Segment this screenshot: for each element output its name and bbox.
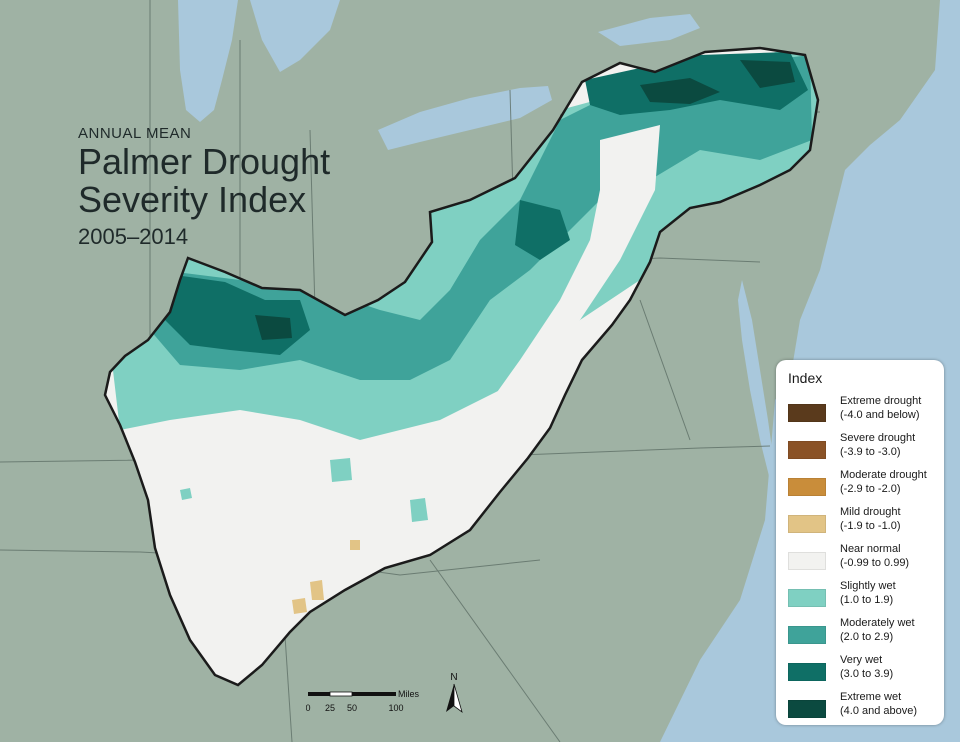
legend-range: (-1.9 to -1.0) — [840, 520, 901, 532]
lake-michigan — [178, 0, 238, 122]
legend-range: (3.0 to 3.9) — [840, 668, 894, 680]
legend-item: Slightly wet (1.0 to 1.9) — [788, 579, 932, 616]
scale-unit: Miles — [398, 690, 420, 699]
north-label: N — [450, 672, 457, 683]
legend-swatch — [788, 626, 826, 644]
legend-swatch — [788, 404, 826, 422]
legend-swatch — [788, 589, 826, 607]
legend-label: Very wet — [840, 654, 883, 666]
lake-erie — [378, 86, 552, 150]
scale-tick-0: 0 — [306, 703, 311, 713]
north-arrow-right — [453, 683, 463, 714]
legend-swatch — [788, 700, 826, 718]
scale-tick-25: 25 — [325, 703, 335, 713]
legend-label: Extreme drought — [840, 395, 922, 407]
title-line-1: Palmer Drought — [78, 141, 331, 182]
legend-swatch — [788, 663, 826, 681]
legend-text: Moderate drought (-2.9 to -2.0) — [840, 468, 927, 496]
legend-text: Severe drought (-3.9 to -3.0) — [840, 431, 915, 459]
legend-item: Moderate drought (-2.9 to -2.0) — [788, 468, 932, 505]
legend-item: Severe drought (-3.9 to -3.0) — [788, 431, 932, 468]
legend-swatch — [788, 515, 826, 533]
lake-huron — [250, 0, 340, 72]
legend-label: Slightly wet — [840, 580, 896, 592]
legend-label: Mild drought — [840, 506, 901, 518]
legend-label: Moderate drought — [840, 469, 927, 481]
scale-seg-2 — [329, 691, 353, 697]
title-years: 2005–2014 — [78, 224, 189, 249]
legend-swatch — [788, 478, 826, 496]
legend-item: Near normal (-0.99 to 0.99) — [788, 542, 932, 579]
legend-range: (-3.9 to -3.0) — [840, 446, 901, 458]
north-arrow-left — [446, 684, 454, 712]
legend-range: (-0.99 to 0.99) — [840, 557, 910, 569]
lake-ontario — [598, 14, 700, 46]
legend-label: Moderately wet — [840, 617, 915, 629]
map-title: ANNUAL MEAN Palmer Drought Severity Inde… — [78, 125, 330, 250]
legend-title: Index — [788, 370, 823, 386]
chesapeake-bay — [738, 280, 775, 480]
scale-seg-1 — [308, 692, 330, 696]
legend-range: (2.0 to 2.9) — [840, 631, 894, 643]
legend-range: (4.0 and above) — [840, 705, 918, 717]
scale-tick-100: 100 — [388, 703, 403, 713]
legend-text: Extreme drought (-4.0 and below) — [840, 394, 921, 422]
legend-range: (1.0 to 1.9) — [840, 594, 894, 606]
title-line-2: Severity Index — [78, 179, 307, 220]
legend-swatch — [788, 552, 826, 570]
north-arrow-icon: N — [446, 672, 463, 714]
legend-swatch — [788, 441, 826, 459]
legend-label: Severe drought — [840, 432, 916, 444]
legend-range: (-2.9 to -2.0) — [840, 483, 901, 495]
legend-item: Extreme wet (4.0 and above) — [788, 690, 932, 727]
legend-range: (-4.0 and below) — [840, 409, 920, 421]
legend-items: Extreme drought (-4.0 and below) Severe dr… — [788, 394, 932, 727]
legend-label: Extreme wet — [840, 691, 902, 703]
legend-label: Near normal — [840, 543, 901, 555]
scale-seg-3 — [352, 692, 396, 696]
scale-bar: Miles 0 25 50 100 — [306, 690, 420, 713]
legend-item: Very wet (3.0 to 3.9) — [788, 653, 932, 690]
title-annual-mean: ANNUAL MEAN — [78, 125, 192, 142]
legend-text: Slightly wet (1.0 to 1.9) — [840, 579, 896, 607]
legend-item: Moderately wet (2.0 to 2.9) — [788, 616, 932, 653]
legend-item: Extreme drought (-4.0 and below) — [788, 394, 932, 431]
region-outline — [103, 46, 820, 687]
legend-text: Very wet (3.0 to 3.9) — [840, 653, 893, 681]
legend-text: Near normal (-0.99 to 0.99) — [840, 542, 909, 570]
legend-text: Mild drought (-1.9 to -1.0) — [840, 505, 901, 533]
scale-tick-50: 50 — [347, 703, 357, 713]
legend-item: Mild drought (-1.9 to -1.0) — [788, 505, 932, 542]
legend: Index Extreme drought (-4.0 and below) Sev… — [776, 360, 944, 725]
legend-text: Moderately wet (2.0 to 2.9) — [840, 616, 915, 644]
legend-text: Extreme wet (4.0 and above) — [840, 690, 917, 718]
